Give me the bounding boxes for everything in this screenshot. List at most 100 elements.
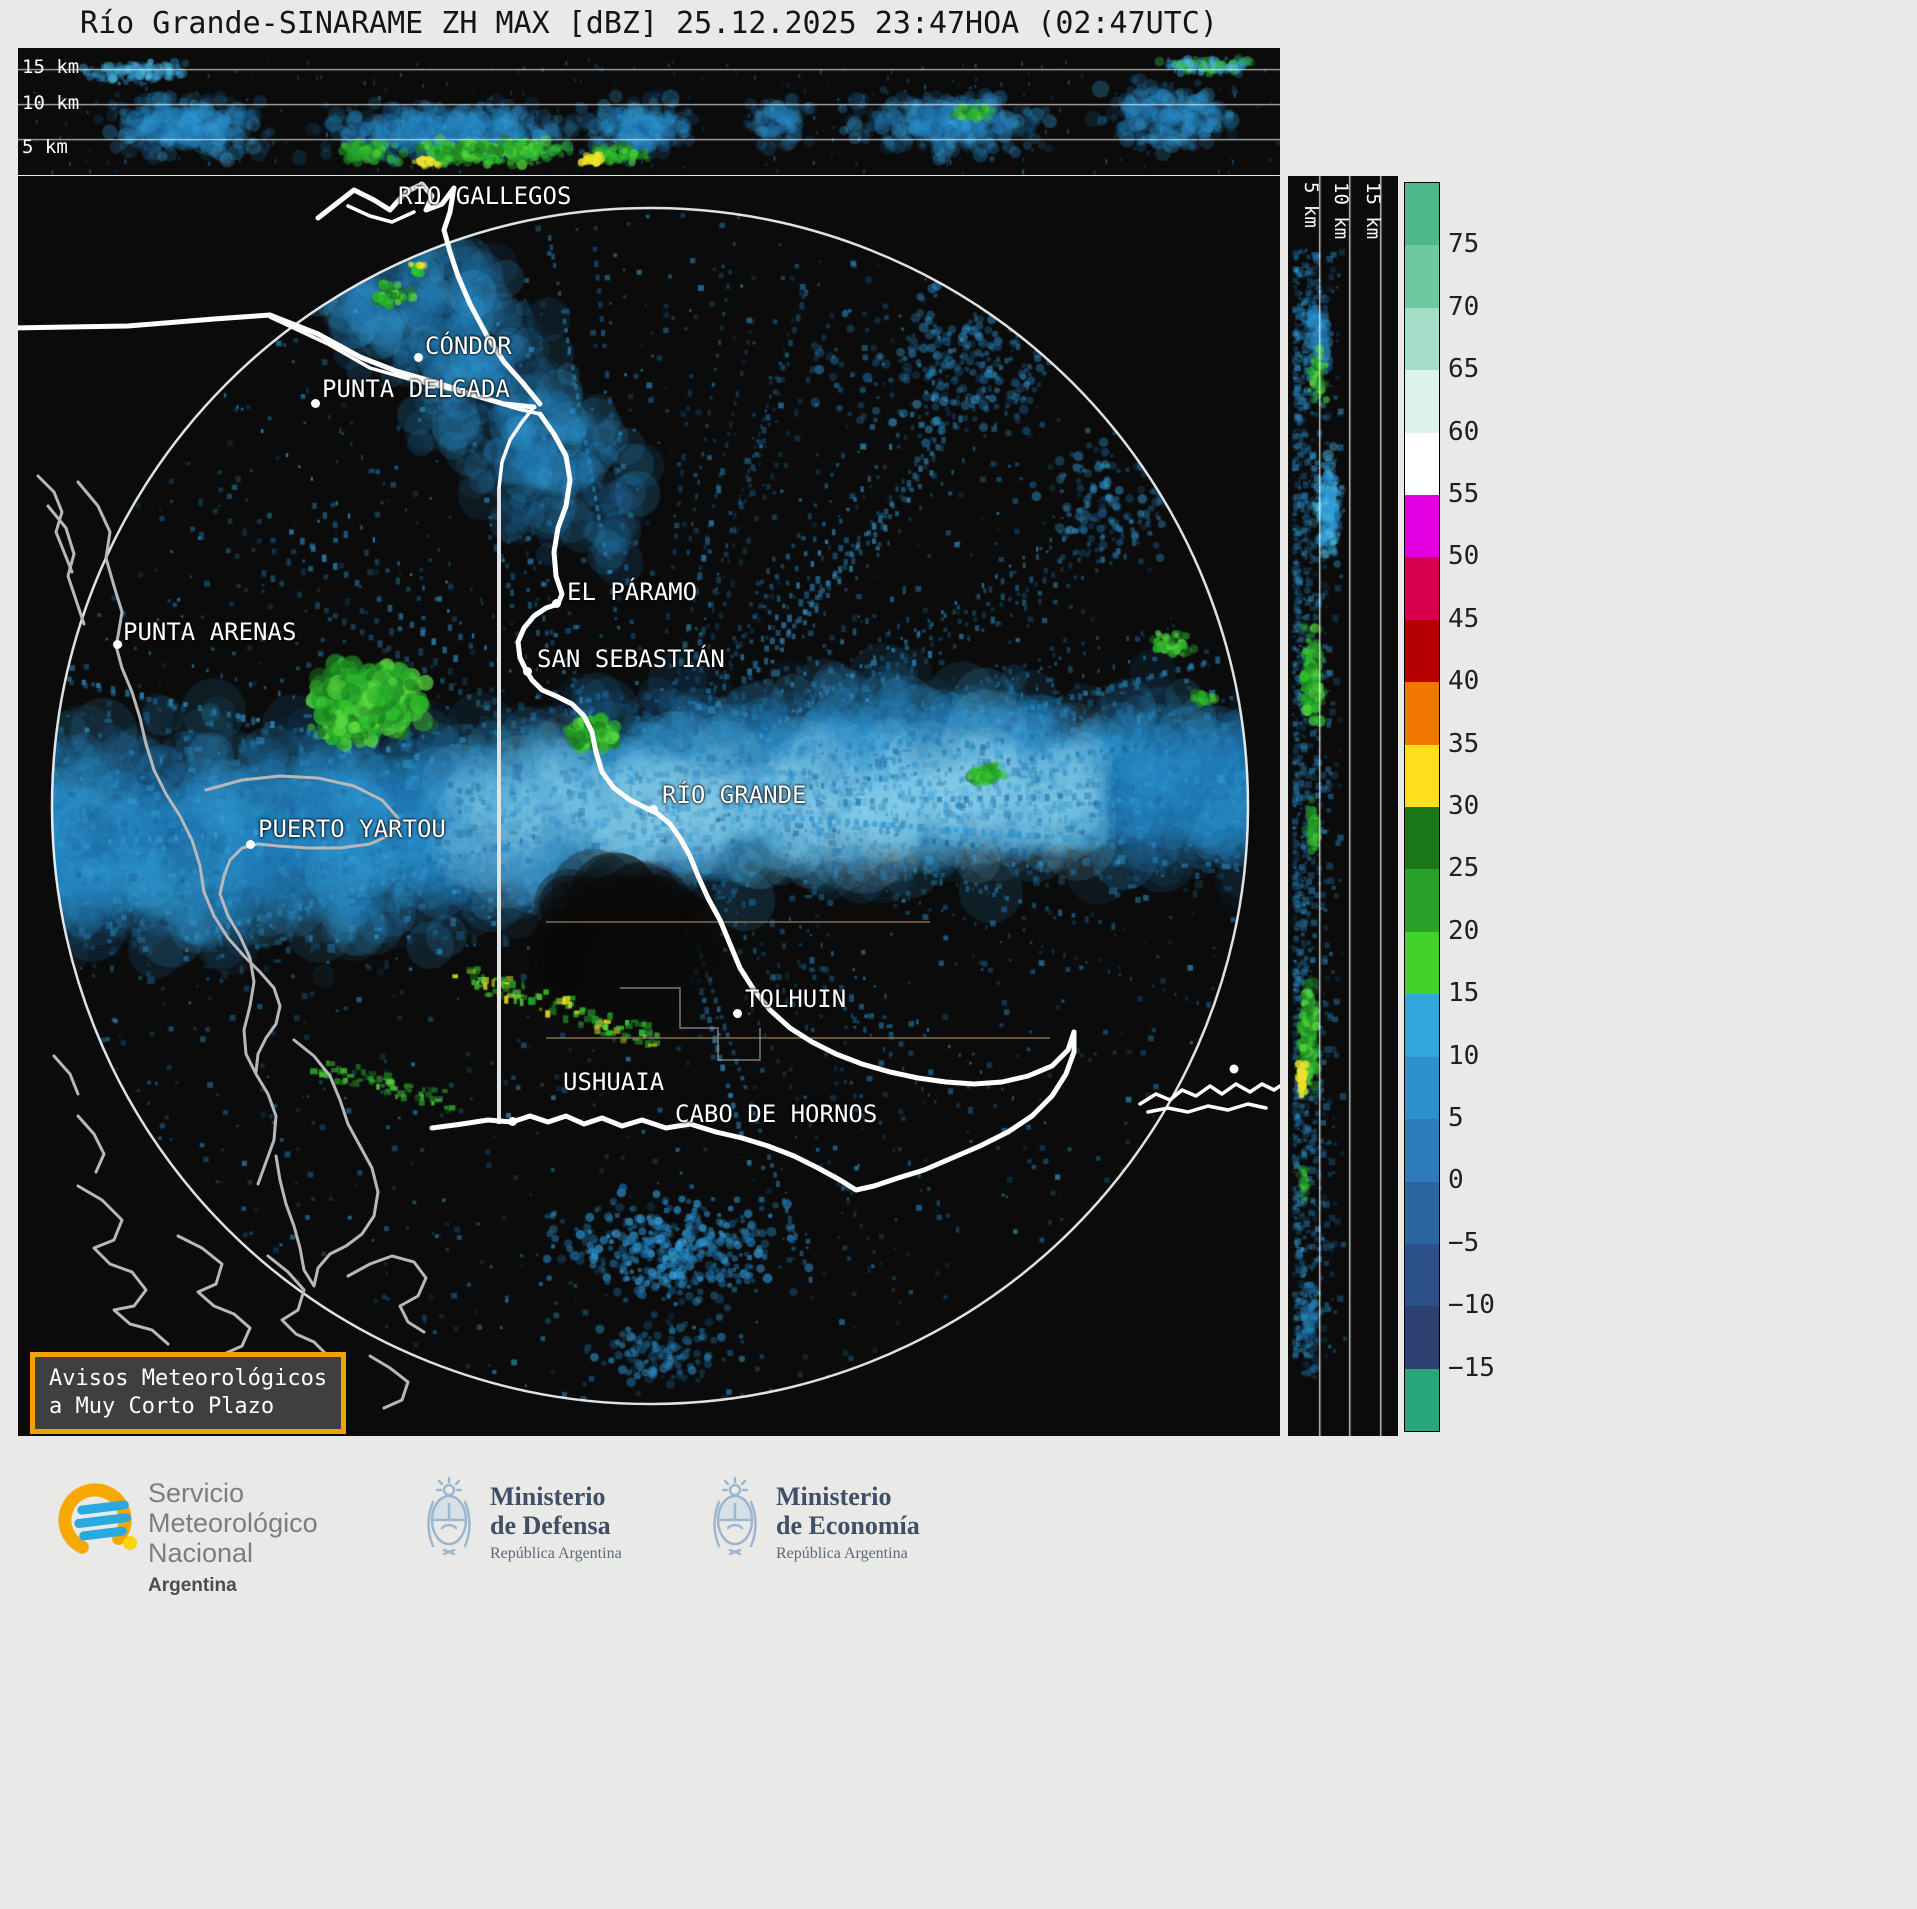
economia-coat-of-arms xyxy=(713,1476,757,1556)
colorbar-segment-3 xyxy=(1405,370,1439,433)
colorbar-segment-17 xyxy=(1405,1243,1439,1307)
map-dot-el-paramo xyxy=(552,599,561,608)
colorbar-tick-30: 30 xyxy=(1448,791,1480,821)
map-dot-punta-arenas xyxy=(113,640,122,649)
radar-map-panel: RÍO GALLEGOS CÓNDOR PUNTA DELGADA EL PÁRAMO… xyxy=(18,176,1280,1436)
colorbar-segment-12 xyxy=(1405,931,1439,995)
page-title: Río Grande-SINARAME ZH MAX [dBZ] 25.12.2… xyxy=(80,6,1218,41)
coastline-gray xyxy=(46,504,86,626)
colorbar-segment-18 xyxy=(1405,1306,1439,1369)
coastline-gray xyxy=(36,474,74,574)
map-label-el-paramo: EL PÁRAMO xyxy=(567,578,698,606)
range-ring xyxy=(50,206,1250,1406)
map-label-puerto-yartou: PUERTO YARTOU xyxy=(258,815,446,843)
right-cross-section-canvas xyxy=(1288,176,1398,1436)
colorbar xyxy=(1404,182,1440,1432)
colorbar-tick-50: 50 xyxy=(1448,541,1480,572)
defensa-text: Ministerio de Defensa República Argentin… xyxy=(490,1482,622,1563)
colorbar-tick--5: −5 xyxy=(1448,1227,1480,1258)
smn-branding: Servicio Meteorológico Nacional Argentin… xyxy=(55,1478,318,1596)
coastline-gray xyxy=(52,1054,80,1096)
colorbar-segment-6 xyxy=(1405,557,1439,620)
smn-country: Argentina xyxy=(148,1575,237,1596)
smn-name-line: Meteorológico xyxy=(148,1508,318,1538)
colorbar-segment-15 xyxy=(1405,1119,1439,1182)
map-dot-puerto-yartou xyxy=(246,840,255,849)
economia-line: Ministerio xyxy=(776,1482,892,1511)
coastline-white xyxy=(515,411,1077,1087)
colorbar-tick-35: 35 xyxy=(1448,728,1480,759)
boundary-line xyxy=(620,987,761,1061)
defensa-line: de Defensa xyxy=(490,1511,611,1540)
coastline-white xyxy=(429,1029,1077,1193)
altitude-label-5km: 5 km xyxy=(22,136,68,158)
map-dot-rio-grande xyxy=(649,805,658,814)
economia-line: de Economía xyxy=(776,1511,920,1540)
colorbar-tick-55: 55 xyxy=(1448,479,1480,509)
colorbar-segment-5 xyxy=(1405,495,1439,558)
island-dot xyxy=(1229,1064,1239,1074)
coastline-gray xyxy=(176,1234,252,1356)
colorbar-segment-19 xyxy=(1405,1368,1439,1432)
colorbar-labels: 75 70 65 60 55 50 45 40 35 30 25 20 15 10 5 0 −5 −10 −15 xyxy=(1448,182,1538,1430)
colorbar-segment-16 xyxy=(1405,1181,1439,1244)
coastline-gray xyxy=(76,480,282,1074)
altitude-label-10km: 10 km xyxy=(22,92,80,114)
map-dot-punta-delgada xyxy=(311,399,320,408)
coastline-white xyxy=(268,315,542,416)
coastline-gray xyxy=(368,1354,410,1410)
defensa-coat-of-arms xyxy=(427,1476,471,1556)
map-label-condor: CÓNDOR xyxy=(425,332,512,360)
altitude-label-10km-v: 10 km xyxy=(1330,182,1352,240)
altitude-label-15km: 15 km xyxy=(22,56,80,78)
smn-logo xyxy=(58,1483,137,1557)
map-label-rio-grande: RÍO GRANDE xyxy=(662,781,807,809)
colorbar-tick--10: −10 xyxy=(1448,1290,1495,1321)
colorbar-tick-40: 40 xyxy=(1448,666,1480,697)
ministerio-economia-branding: Ministerio de Economía República Argenti… xyxy=(706,1476,920,1564)
coastline-gray xyxy=(204,774,400,896)
warning-line-1: Avisos Meteorológicos xyxy=(49,1366,328,1391)
colorbar-segment-7 xyxy=(1405,619,1439,683)
map-dot-tolhuin xyxy=(733,1009,742,1018)
colorbar-tick--15: −15 xyxy=(1448,1352,1495,1383)
map-label-san-sebastian: SAN SEBASTIÁN xyxy=(537,645,725,673)
smn-name-line: Nacional xyxy=(148,1538,254,1568)
economia-sub: República Argentina xyxy=(776,1545,908,1562)
coastline-white xyxy=(1146,1102,1268,1114)
map-overlay xyxy=(18,181,1280,1410)
map-labels-layer: RÍO GALLEGOS CÓNDOR PUNTA DELGADA EL PÁRAMO… xyxy=(18,176,1280,1436)
coastline-white xyxy=(1138,1082,1280,1106)
colorbar-segment-13 xyxy=(1405,994,1439,1057)
colorbar-tick-65: 65 xyxy=(1448,354,1480,385)
map-label-punta-arenas: PUNTA ARENAS xyxy=(123,618,297,646)
colorbar-tick-0: 0 xyxy=(1448,1165,1464,1196)
top-cross-section-canvas xyxy=(18,48,1280,175)
altitude-label-5km-v: 5 km xyxy=(1300,182,1322,228)
map-label-tolhuin: TOLHUIN xyxy=(745,985,847,1013)
colorbar-tick-70: 70 xyxy=(1448,291,1480,322)
map-label-ushuaia: USHUAIA xyxy=(563,1068,665,1096)
warning-line-2: a Muy Corto Plazo xyxy=(49,1394,275,1419)
warning-banner[interactable]: Avisos Meteorológicos a Muy Corto Plazo xyxy=(30,1352,347,1434)
colorbar-segment-2 xyxy=(1405,307,1439,371)
coastline-gray xyxy=(218,892,278,1186)
right-cross-section-panel: 5 km 10 km 15 km xyxy=(1288,176,1398,1436)
colorbar-tick-60: 60 xyxy=(1448,416,1480,447)
colorbar-tick-5: 5 xyxy=(1448,1103,1464,1133)
colorbar-segment-8 xyxy=(1405,682,1439,745)
colorbar-tick-45: 45 xyxy=(1448,603,1480,634)
smn-name: Servicio Meteorológico Nacional Argentin… xyxy=(148,1478,408,1601)
top-cross-section-panel: 15 km 10 km 5 km xyxy=(18,48,1280,175)
coastline-gray xyxy=(76,1114,106,1174)
defensa-sub: República Argentina xyxy=(490,1545,622,1562)
colorbar-tick-15: 15 xyxy=(1448,978,1480,1009)
colorbar-segment-1 xyxy=(1405,245,1439,308)
map-label-rio-gallegos: RÍO GALLEGOS xyxy=(398,182,572,210)
colorbar-segment-10 xyxy=(1405,807,1439,870)
colorbar-segment-11 xyxy=(1405,869,1439,932)
map-dot-ushuaia xyxy=(508,1117,517,1126)
colorbar-segment-4 xyxy=(1405,432,1439,496)
coastline-gray xyxy=(274,1038,380,1288)
map-label-cabo-de-hornos: CABO DE HORNOS xyxy=(675,1100,878,1128)
